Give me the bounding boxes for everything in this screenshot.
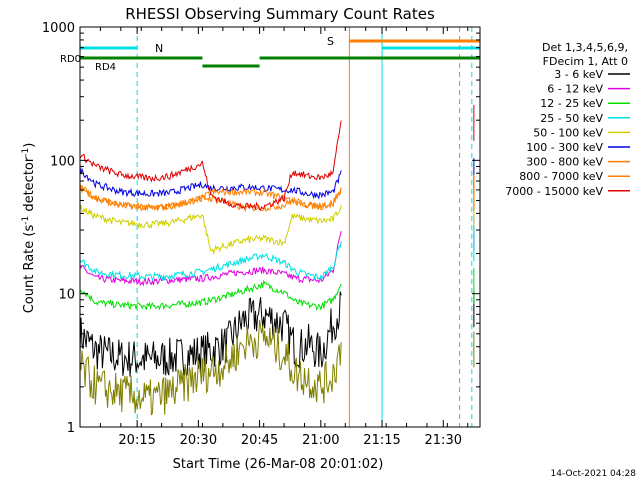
series-line: [80, 166, 342, 200]
y-axis: 1 10 100 1000: [42, 21, 480, 436]
legend-label: 100 - 300 keV: [526, 141, 603, 154]
chart-title: RHESSI Observing Summary Count Rates: [125, 5, 435, 23]
series-line: [80, 241, 342, 282]
x-tick-label: 21:15: [363, 433, 400, 448]
legend-label: 3 - 6 keV: [554, 68, 603, 81]
y-tick-label: 100: [50, 154, 75, 169]
status-bars: N S RD0 RD4: [60, 35, 480, 73]
series-line: [80, 120, 342, 211]
series-group: [80, 105, 475, 416]
plot-frame: [79, 26, 481, 428]
status-label-rd4: RD4: [95, 62, 116, 73]
legend-label: 50 - 100 keV: [533, 126, 603, 139]
x-tick-label: 20:15: [118, 433, 155, 448]
y-axis-label: Count Rate (s-1 detector-1): [21, 143, 37, 314]
series-line: [80, 319, 342, 416]
series-line: [80, 205, 342, 256]
y-tick-label: 1: [67, 421, 75, 436]
legend-header-line: Det 1,3,4,5,6,9,: [542, 41, 628, 54]
status-label-s: S: [327, 35, 334, 48]
status-label-rd0: RD0: [60, 54, 81, 65]
x-tick-label: 21:00: [302, 433, 339, 448]
status-label-n: N: [155, 42, 163, 55]
x-axis: 20:15 20:30 20:45 21:00 21:15 21:30: [79, 27, 469, 448]
legend-label: 12 - 25 keV: [540, 97, 603, 110]
series-line: [80, 279, 342, 311]
legend-label: 6 - 12 keV: [547, 83, 603, 96]
legend-label: 800 - 7000 keV: [519, 170, 603, 183]
y-tick-label: 1000: [42, 21, 75, 36]
series-line: [80, 291, 342, 377]
series-line: [80, 183, 342, 213]
x-tick-label: 20:45: [241, 433, 278, 448]
footer-timestamp: 14-Oct-2021 04:28: [551, 469, 637, 479]
x-tick-label: 21:30: [425, 433, 462, 448]
legend: Det 1,3,4,5,6,9,FDecim 1, Att 03 - 6 keV…: [505, 41, 630, 198]
legend-header-line: FDecim 1, Att 0: [543, 55, 628, 68]
legend-label: 25 - 50 keV: [540, 112, 603, 125]
legend-label: 300 - 800 keV: [526, 156, 603, 169]
x-axis-label: Start Time (26-Mar-08 20:01:02): [173, 457, 384, 472]
y-tick-label: 10: [58, 288, 75, 303]
series-line: [80, 230, 342, 287]
legend-label: 7000 - 15000 keV: [505, 185, 603, 198]
x-tick-label: 20:30: [180, 433, 217, 448]
